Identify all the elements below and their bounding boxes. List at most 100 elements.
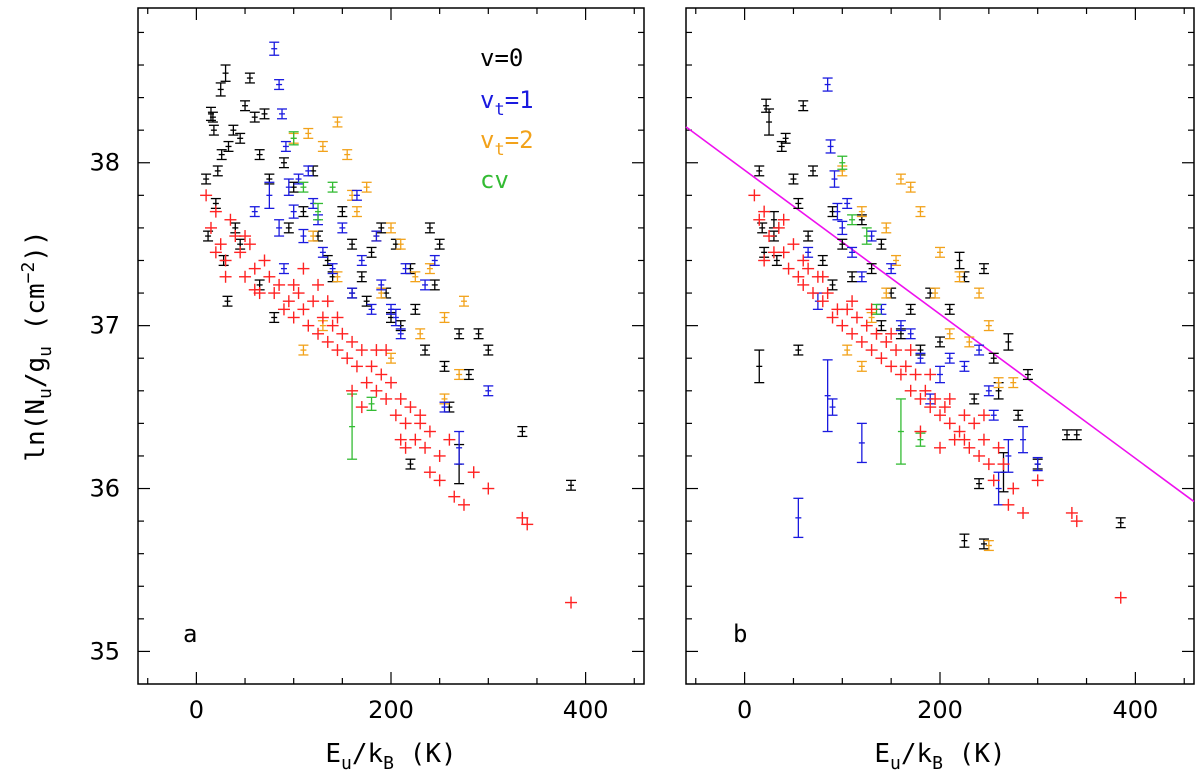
data-point-v0 <box>827 206 838 218</box>
data-point-v0 <box>876 320 887 332</box>
data-point-vt1 <box>842 197 853 210</box>
data-point-v0 <box>337 206 348 218</box>
data-point-vt2 <box>342 149 353 161</box>
data-point-model <box>816 295 829 308</box>
data-point-vt1 <box>327 263 338 275</box>
data-point-vt1 <box>944 352 955 364</box>
data-point-v0 <box>223 140 234 152</box>
data-point-model <box>423 466 436 479</box>
data-point-model <box>346 335 359 348</box>
data-point-vt1 <box>847 246 858 258</box>
data-point-vt2 <box>856 360 867 372</box>
data-point-v0 <box>222 295 233 307</box>
data-point-model <box>277 303 290 316</box>
data-point-model <box>326 319 339 332</box>
data-point-model <box>365 360 378 373</box>
data-point-model <box>336 327 349 340</box>
data-point-v0 <box>788 173 799 185</box>
data-point-model <box>1114 591 1127 604</box>
data-point-vt1 <box>837 220 848 236</box>
data-point-vt2 <box>415 328 426 340</box>
x-axis-label-b: Eu/kB (K) <box>874 739 1005 774</box>
data-point-vt2 <box>386 352 396 364</box>
data-point-v0 <box>228 124 239 136</box>
y-tick-label: 38 <box>89 149 120 177</box>
data-point-model <box>929 392 942 405</box>
data-point-model <box>850 311 863 324</box>
data-point-v0 <box>978 263 989 275</box>
data-point-vt2 <box>895 173 906 185</box>
data-point-model <box>268 287 281 300</box>
data-point-model <box>287 278 300 291</box>
data-point-vt1 <box>249 206 260 218</box>
data-point-vt1 <box>829 170 840 188</box>
x-tick-label: 400 <box>563 696 609 724</box>
data-point-vt1 <box>280 140 291 152</box>
data-point-vt1 <box>856 271 867 283</box>
data-point-v0 <box>754 349 765 384</box>
data-point-vt2 <box>395 238 406 250</box>
data-point-model <box>224 213 237 226</box>
data-point-model <box>214 238 227 251</box>
data-point-model <box>433 449 446 462</box>
data-point-model <box>350 360 363 373</box>
data-point-v0 <box>969 393 980 405</box>
data-point-v0 <box>827 279 838 291</box>
data-point-v0 <box>366 246 377 258</box>
data-point-v0 <box>808 165 818 177</box>
data-point-cv <box>847 214 858 226</box>
data-point-model <box>914 425 927 438</box>
data-point-model <box>370 344 383 357</box>
data-point-v0 <box>410 303 421 315</box>
data-point-v0 <box>463 368 474 381</box>
data-point-model <box>934 409 946 422</box>
data-point-vt2 <box>856 206 867 218</box>
data-point-model <box>855 335 868 348</box>
data-point-model <box>968 417 981 430</box>
data-point-model <box>312 327 325 340</box>
data-point-model <box>385 376 397 389</box>
data-point-vt1 <box>278 263 289 275</box>
data-point-model <box>204 221 217 234</box>
data-point-cv <box>347 393 358 460</box>
data-point-vt2 <box>881 222 892 234</box>
data-point-model <box>977 409 990 422</box>
data-point-vt1 <box>793 497 804 539</box>
data-point-model <box>565 596 578 609</box>
y-axis-label: ln(Nu/gu (cm−2)) <box>18 230 56 461</box>
data-point-model <box>958 433 971 446</box>
data-point-model <box>997 458 1010 471</box>
data-point-model <box>938 401 951 414</box>
data-point-model <box>885 327 898 340</box>
data-point-model <box>821 287 834 300</box>
data-point-model <box>865 303 878 316</box>
data-point-v0 <box>439 360 450 372</box>
data-point-v0 <box>793 197 804 210</box>
data-point-model <box>1070 515 1083 528</box>
data-point-v0 <box>793 344 804 356</box>
data-point-model <box>924 401 937 414</box>
data-point-vt2 <box>842 344 853 356</box>
data-point-model <box>258 254 271 267</box>
data-point-model <box>836 319 849 332</box>
data-point-v0 <box>259 108 270 120</box>
data-point-vt2 <box>983 320 994 332</box>
data-point-v0 <box>1115 517 1126 529</box>
y-tick-label: 37 <box>89 312 120 340</box>
data-point-model <box>758 205 771 218</box>
data-point-model <box>943 417 956 430</box>
data-point-model <box>982 458 995 471</box>
x-tick-label: 0 <box>737 696 752 724</box>
data-point-vt1 <box>993 471 1004 506</box>
data-point-v0 <box>269 311 280 324</box>
panel-b-ticks: 0 200 400 <box>686 8 1194 724</box>
x-tick-label: 400 <box>1112 696 1158 724</box>
data-point-v0 <box>935 336 945 348</box>
data-point-model <box>248 262 261 275</box>
data-point-vt1 <box>1003 439 1014 473</box>
data-point-model <box>787 238 800 251</box>
data-point-vt1 <box>429 254 440 267</box>
data-point-model <box>414 409 427 422</box>
data-point-v0 <box>454 328 465 340</box>
data-point-v0 <box>216 149 227 161</box>
